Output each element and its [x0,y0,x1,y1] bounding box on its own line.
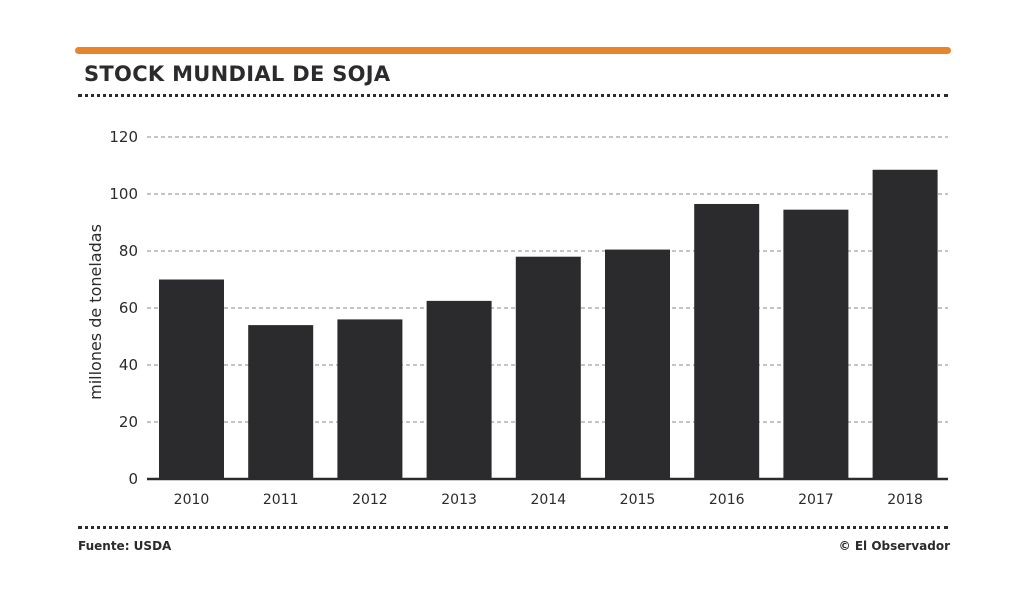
x-tick-label-2012: 2012 [352,492,388,508]
y-tick-label: 0 [128,470,138,488]
bar-2011 [248,325,314,479]
y-tick-label: 20 [119,413,138,431]
x-tick-label-2014: 2014 [530,492,566,508]
bar-2010 [159,279,224,479]
top-accent-bar [75,47,951,54]
x-tick-label-2016: 2016 [709,492,745,508]
title-divider [78,94,948,97]
chart-title: STOCK MUNDIAL DE SOJA [84,62,391,86]
x-tick-label-2018: 2018 [887,492,923,508]
x-tick-label-2010: 2010 [174,492,210,508]
y-tick-label: 40 [119,356,138,374]
footer-divider [78,526,948,529]
x-tick-label-2013: 2013 [441,492,477,508]
x-tick-label-2017: 2017 [798,492,834,508]
y-tick-label: 120 [109,128,138,146]
bar-2017 [783,209,849,480]
bar-2016 [694,203,760,479]
y-tick-label: 60 [119,299,138,317]
bar-2015 [605,249,670,479]
source-note: Fuente: USDA [78,539,172,553]
y-tick-label: 100 [109,185,138,203]
bar-2014 [515,256,581,479]
x-tick-label-2011: 2011 [263,492,299,508]
x-tick-label-2015: 2015 [620,492,656,508]
bar-2013 [426,300,492,479]
credit-note: © El Observador [838,539,950,553]
bar-2012 [337,319,403,479]
y-tick-label: 80 [119,242,138,260]
bar-2018 [872,169,938,479]
y-axis-label: millones de toneladas [86,224,105,400]
x-axis-labels: 2010 2011 2012 2013 2014 2015 2016 2017 2018 [174,492,923,508]
y-axis-ticks: 0 20 40 60 80 100 120 [109,128,138,488]
bars [159,169,938,480]
